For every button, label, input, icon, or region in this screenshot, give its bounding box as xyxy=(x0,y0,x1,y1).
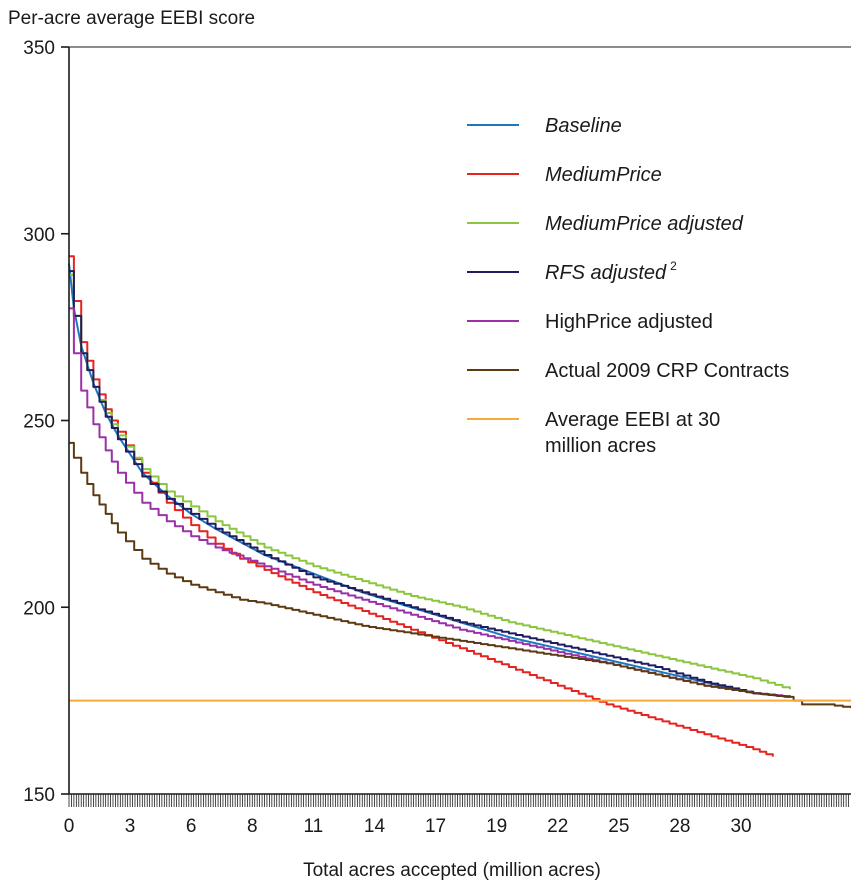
y-axis-ticks: 150 200 250 300 350 xyxy=(23,38,69,806)
legend-label-baseline: Baseline xyxy=(545,115,622,137)
y-tick-label: 250 xyxy=(23,412,55,433)
x-tick-label: 8 xyxy=(247,816,258,837)
x-tick-label: 3 xyxy=(125,816,136,837)
legend-label-average-eebi-at-30-million-acres: million acres xyxy=(545,435,656,457)
plot-area xyxy=(68,255,851,757)
x-tick-label: 30 xyxy=(730,816,751,837)
x-axis-title: Total acres accepted (million acres) xyxy=(303,860,601,881)
y-tick-label: 200 xyxy=(23,598,55,619)
legend-superscript: 2 xyxy=(670,259,677,273)
legend-label-highprice-adjusted: HighPrice adjusted xyxy=(545,311,713,333)
series-line-actual-2009-crp-contracts xyxy=(69,441,851,709)
legend-label-mediumprice-adjusted: MediumPrice adjusted xyxy=(545,213,744,235)
x-tick-label: 19 xyxy=(486,816,507,837)
legend-label-rfs-adjusted: RFS adjusted 2 xyxy=(545,259,677,284)
x-tick-label: 0 xyxy=(64,816,75,837)
legend-label-mediumprice: MediumPrice xyxy=(545,164,662,186)
x-tick-label: 11 xyxy=(304,816,324,837)
legend-label-actual-2009-crp-contracts: Actual 2009 CRP Contracts xyxy=(545,360,789,382)
y-tick-label: 300 xyxy=(23,225,55,246)
y-axis-title: Per-acre average EEBI score xyxy=(8,8,255,29)
x-axis-ticks: 0 3 6 8 11 14 17 19 22 25 28 30 xyxy=(64,794,849,837)
series-line-rfs-adjusted xyxy=(69,270,791,698)
legend: Baseline MediumPrice MediumPrice adjusted R… xyxy=(467,115,789,457)
x-tick-label: 25 xyxy=(608,816,629,837)
x-tick-label: 6 xyxy=(186,816,197,837)
x-tick-label: 17 xyxy=(425,816,446,837)
series-line-mediumprice-adjusted xyxy=(69,273,791,690)
legend-label-average-eebi-at-30-million-acres: Average EEBI at 30 xyxy=(545,409,720,431)
y-tick-label: 350 xyxy=(23,38,55,59)
x-tick-label: 14 xyxy=(364,816,386,837)
x-tick-label: 22 xyxy=(547,816,568,837)
y-tick-label: 150 xyxy=(23,785,55,806)
x-tick-label: 28 xyxy=(669,816,690,837)
